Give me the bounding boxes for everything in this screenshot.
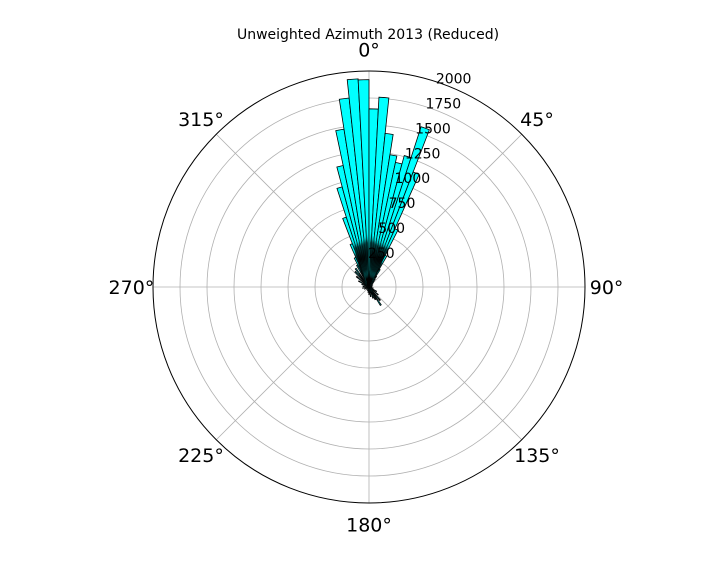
radial-tick-label: 500 bbox=[378, 221, 405, 237]
bar-shade bbox=[369, 287, 374, 289]
bar-shade bbox=[367, 287, 369, 291]
bar-shade bbox=[369, 255, 387, 287]
bar-shade bbox=[354, 232, 369, 287]
bar-shade bbox=[354, 257, 369, 287]
angular-gridline bbox=[368, 286, 523, 441]
angle-tick-label: 225° bbox=[178, 445, 224, 467]
radial-tick-label: 1000 bbox=[395, 171, 431, 187]
angle-tick-label: 270° bbox=[109, 277, 155, 299]
polar-spine bbox=[152, 70, 586, 504]
angle-tick-label: 315° bbox=[178, 109, 224, 131]
angle-tick-label: 0° bbox=[358, 39, 380, 61]
bar-shade bbox=[358, 280, 369, 287]
bar-shade bbox=[369, 287, 379, 295]
bar-shade bbox=[356, 264, 369, 287]
bar-shade bbox=[351, 232, 369, 287]
bar-shade bbox=[369, 231, 378, 287]
angular-gridline bbox=[215, 286, 370, 441]
angle-tick-label: 180° bbox=[346, 515, 392, 537]
bar-shade bbox=[361, 284, 369, 287]
bar-shade bbox=[363, 230, 369, 287]
bar-shade bbox=[366, 230, 369, 287]
radial-tick-label: 750 bbox=[389, 196, 416, 212]
bar-shade bbox=[369, 284, 373, 287]
bar-shade bbox=[369, 279, 376, 287]
bar-shade bbox=[355, 268, 369, 287]
bar-shade bbox=[369, 287, 382, 306]
bar-shade bbox=[366, 287, 369, 290]
bar-shade bbox=[369, 269, 381, 287]
bar-shade bbox=[369, 286, 373, 287]
radial-tick-label: 2000 bbox=[436, 71, 472, 87]
radial-tick-label: 1250 bbox=[405, 146, 441, 162]
bar-shade bbox=[369, 232, 387, 287]
chart-title: Unweighted Azimuth 2013 (Reduced) bbox=[237, 27, 499, 43]
angle-tick-label: 45° bbox=[520, 109, 554, 131]
bar-shade bbox=[369, 231, 381, 287]
radial-tick-label: 250 bbox=[368, 246, 395, 262]
bar-shade bbox=[369, 232, 384, 287]
bar-shade bbox=[350, 243, 369, 287]
bar-shade bbox=[363, 286, 369, 287]
bar-shade bbox=[369, 287, 376, 300]
radial-tick-label: 1750 bbox=[426, 96, 462, 112]
bar-shade bbox=[369, 235, 395, 287]
bar-shade bbox=[367, 287, 369, 293]
bar-shade bbox=[369, 287, 381, 301]
bar-shade bbox=[369, 287, 371, 297]
bar-shade bbox=[369, 233, 390, 287]
bar-shade bbox=[356, 276, 369, 287]
radial-tick-label: 1500 bbox=[415, 121, 451, 137]
labels-layer: 0° 45° 90° 135° 180° 225° 270° 315° 250 500 750 100… bbox=[109, 39, 624, 536]
bar-shade bbox=[362, 287, 369, 289]
bar-shade bbox=[369, 230, 375, 287]
bar-shade bbox=[369, 287, 374, 299]
angle-tick-label: 90° bbox=[590, 277, 624, 299]
bar-shade bbox=[348, 233, 369, 287]
bar-shade bbox=[369, 230, 372, 287]
bar-shade bbox=[369, 234, 392, 287]
bar-shade bbox=[369, 282, 374, 287]
bar-shade bbox=[354, 271, 369, 287]
bar-shade bbox=[369, 287, 377, 292]
bar-shade bbox=[357, 231, 369, 287]
bar-shade bbox=[369, 281, 375, 287]
angular-gridline bbox=[368, 133, 523, 288]
bar-shade bbox=[364, 287, 369, 290]
angle-tick-label: 135° bbox=[514, 445, 560, 467]
bar-shade bbox=[369, 276, 377, 287]
bars-layer bbox=[335, 78, 430, 306]
bar-shade bbox=[360, 231, 369, 287]
angular-gridline bbox=[215, 133, 370, 288]
